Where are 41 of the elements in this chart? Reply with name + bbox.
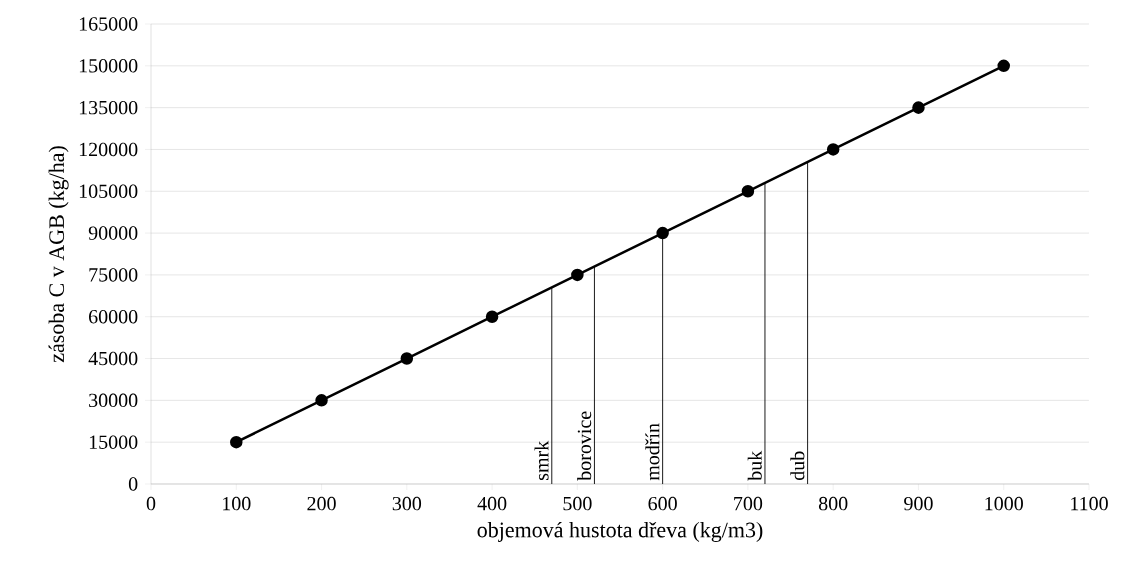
x-tick-label: 0 [146,496,156,511]
y-tick-label: 75000 [89,268,138,282]
ref-line-label: smrk [534,440,549,480]
x-tick-label: 500 [563,496,592,511]
y-tick-label: 60000 [89,309,138,324]
x-tick-label: 400 [477,496,507,511]
point [571,268,584,282]
x-tick-label: 200 [307,496,336,511]
y-tick-label: 120000 [79,142,138,157]
point [826,143,840,156]
point [656,226,669,240]
point [741,185,755,198]
x-tick-label: 1100 [1071,496,1108,511]
y-tick-label: 150000 [79,59,138,73]
y-tick-label: 45000 [88,351,138,366]
y-tick-label: 0 [128,477,138,491]
y-tick-label: 165000 [79,17,138,31]
x-tick-label: 1000 [985,496,1023,511]
point [997,59,1010,73]
point [400,352,414,365]
point [230,435,243,449]
point [912,101,925,114]
ref-line-label: dub [790,451,805,481]
ref-line-label: modřín [645,423,660,481]
x-tick-label: 700 [734,496,763,511]
x-axis-title: objemová hustota dřeva (kg/m3) [477,521,763,542]
x-tick-label: 600 [648,496,677,511]
ref-line-label: buk [747,450,762,481]
x-tick-label: 100 [223,496,251,511]
y-tick-label: 90000 [88,226,138,240]
y-tick-label: 135000 [79,100,138,115]
y-tick-label: 30000 [89,393,138,408]
ref-line-label: borovice [577,411,592,481]
x-tick-label: 300 [392,496,422,511]
x-tick-label: 800 [818,496,848,511]
y-tick-label: 105000 [79,184,138,198]
point [485,310,499,323]
y-tick-label: 15000 [89,435,138,449]
y-axis-title: zásoba C v AGB (kg/ha) [48,146,69,363]
x-tick-label: 900 [904,496,933,511]
point [315,394,328,407]
